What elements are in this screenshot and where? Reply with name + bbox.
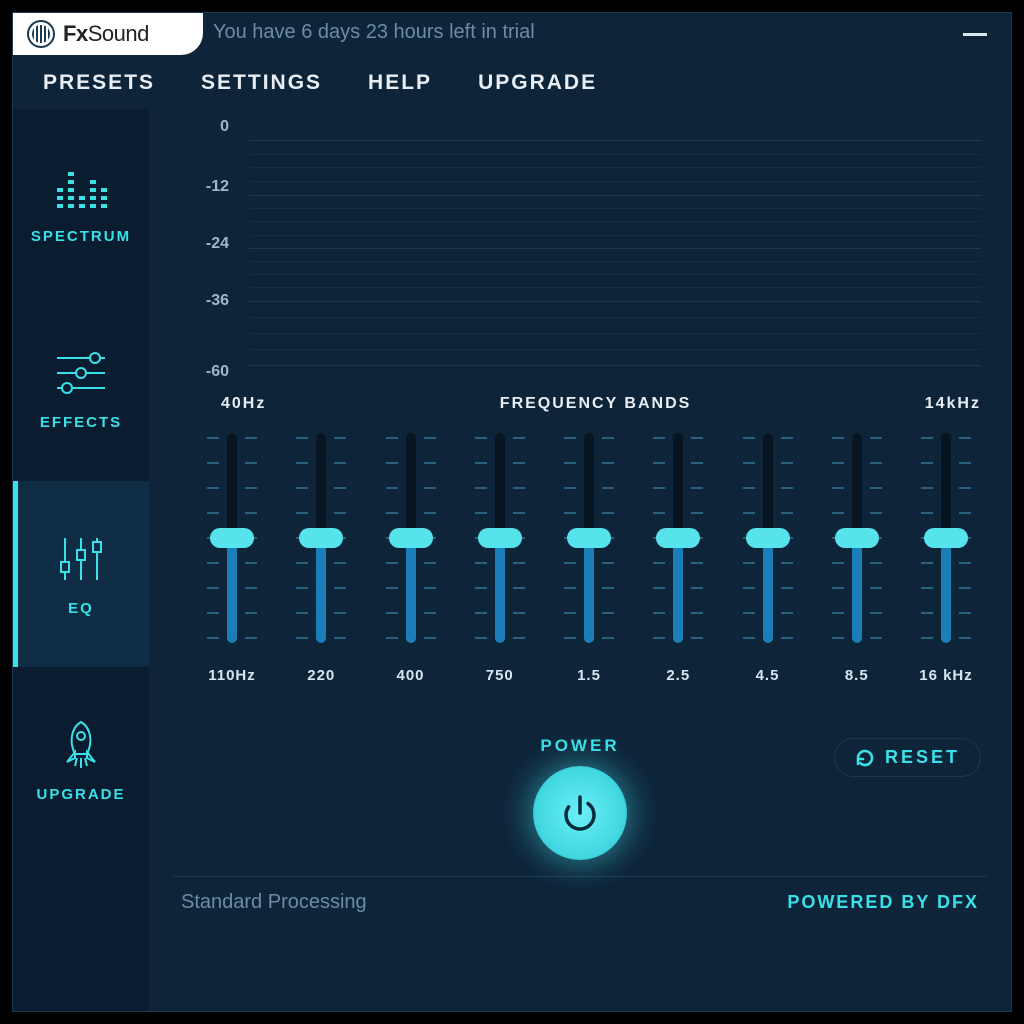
rocket-icon [51, 718, 111, 772]
eq-band-label: 4.5 [756, 667, 780, 684]
sidebar-item-label: UPGRADE [36, 786, 125, 803]
processing-mode: Standard Processing [181, 891, 367, 914]
eq-band-label: 2.5 [666, 667, 690, 684]
lower-controls: POWER RESET [173, 736, 987, 876]
power-label: POWER [540, 736, 619, 756]
trial-status: You have 6 days 23 hours left in trial [213, 21, 535, 44]
body: SPECTRUM EFFECTS EQ [13, 109, 1011, 1011]
menu-settings[interactable]: SETTINGS [201, 71, 322, 95]
eq-band-label: 16 kHz [919, 667, 973, 684]
spectrum-display: 0 -12 -24 -36 -60 [173, 121, 987, 381]
eq-slider[interactable] [560, 433, 618, 643]
eq-slider[interactable] [203, 433, 261, 643]
eq-band-5: 2.5 [637, 433, 719, 684]
status-bar: Standard Processing POWERED BY DFX [173, 876, 987, 918]
reset-button[interactable]: RESET [834, 738, 981, 777]
eq-slider[interactable] [828, 433, 886, 643]
eq-band-label: 220 [307, 667, 335, 684]
eq-band-2: 400 [370, 433, 452, 684]
eq-slider[interactable] [471, 433, 529, 643]
app-window: FxSound You have 6 days 23 hours left in… [12, 12, 1012, 1012]
sidebar-item-eq[interactable]: EQ [13, 481, 149, 667]
sidebar-item-effects[interactable]: EFFECTS [13, 295, 149, 481]
sidebar-item-label: EQ [68, 600, 94, 617]
freq-title: FREQUENCY BANDS [500, 395, 692, 413]
eq-band-label: 110Hz [208, 667, 256, 684]
eq-band-0: 110Hz [191, 433, 273, 684]
power-icon [558, 791, 602, 835]
sidebar-item-spectrum[interactable]: SPECTRUM [13, 109, 149, 295]
eq-slider[interactable] [649, 433, 707, 643]
eq-band-label: 750 [486, 667, 514, 684]
spectrum-ylabel: -24 [173, 235, 229, 253]
main-menu: PRESETS SETTINGS HELP UPGRADE [13, 55, 1011, 109]
eq-slider[interactable] [382, 433, 440, 643]
eq-band-4: 1.5 [548, 433, 630, 684]
eq-slider[interactable] [292, 433, 350, 643]
brand-name: FxSound [63, 21, 149, 47]
freq-low-label: 40Hz [221, 395, 266, 413]
freq-high-label: 14kHz [925, 395, 981, 413]
spectrum-ylabel: -36 [173, 292, 229, 310]
brand-mark-icon [27, 20, 55, 48]
title-bar: FxSound You have 6 days 23 hours left in… [13, 13, 1011, 55]
sidebar: SPECTRUM EFFECTS EQ [13, 109, 149, 1011]
spectrum-ylabel: -12 [173, 178, 229, 196]
powered-by: POWERED BY DFX [787, 892, 979, 913]
eq-band-1: 220 [280, 433, 362, 684]
spectrum-ylabel: -60 [173, 363, 229, 381]
eq-slider[interactable] [917, 433, 975, 643]
refresh-icon [855, 748, 875, 768]
brand-logo: FxSound [13, 13, 203, 55]
eq-band-7: 8.5 [816, 433, 898, 684]
eq-band-label: 8.5 [845, 667, 869, 684]
eq-band-8: 16 kHz [905, 433, 987, 684]
spectrum-bars-icon [51, 160, 111, 214]
sliders-horizontal-icon [51, 346, 111, 400]
spectrum-ylabel: 0 [173, 118, 229, 136]
menu-help[interactable]: HELP [368, 71, 432, 95]
eq-sliders: 110Hz 220 400 750 1.5 2.5 4.5 8.5 16 kHz [173, 433, 987, 684]
minimize-button[interactable] [963, 33, 987, 36]
menu-presets[interactable]: PRESETS [43, 71, 155, 95]
eq-band-6: 4.5 [727, 433, 809, 684]
sidebar-item-upgrade[interactable]: UPGRADE [13, 667, 149, 853]
eq-slider[interactable] [739, 433, 797, 643]
eq-band-label: 400 [396, 667, 424, 684]
reset-label: RESET [885, 747, 960, 768]
eq-band-3: 750 [459, 433, 541, 684]
sidebar-item-label: EFFECTS [40, 414, 122, 431]
power-button[interactable] [533, 766, 627, 860]
eq-panel: 0 -12 -24 -36 -60 40Hz FREQUENCY BANDS 14kHz… [149, 109, 1011, 1011]
freq-header: 40Hz FREQUENCY BANDS 14kHz [173, 395, 987, 413]
menu-upgrade[interactable]: UPGRADE [478, 71, 597, 95]
eq-band-label: 1.5 [577, 667, 601, 684]
sliders-vertical-icon [51, 532, 111, 586]
sidebar-item-label: SPECTRUM [31, 228, 131, 245]
